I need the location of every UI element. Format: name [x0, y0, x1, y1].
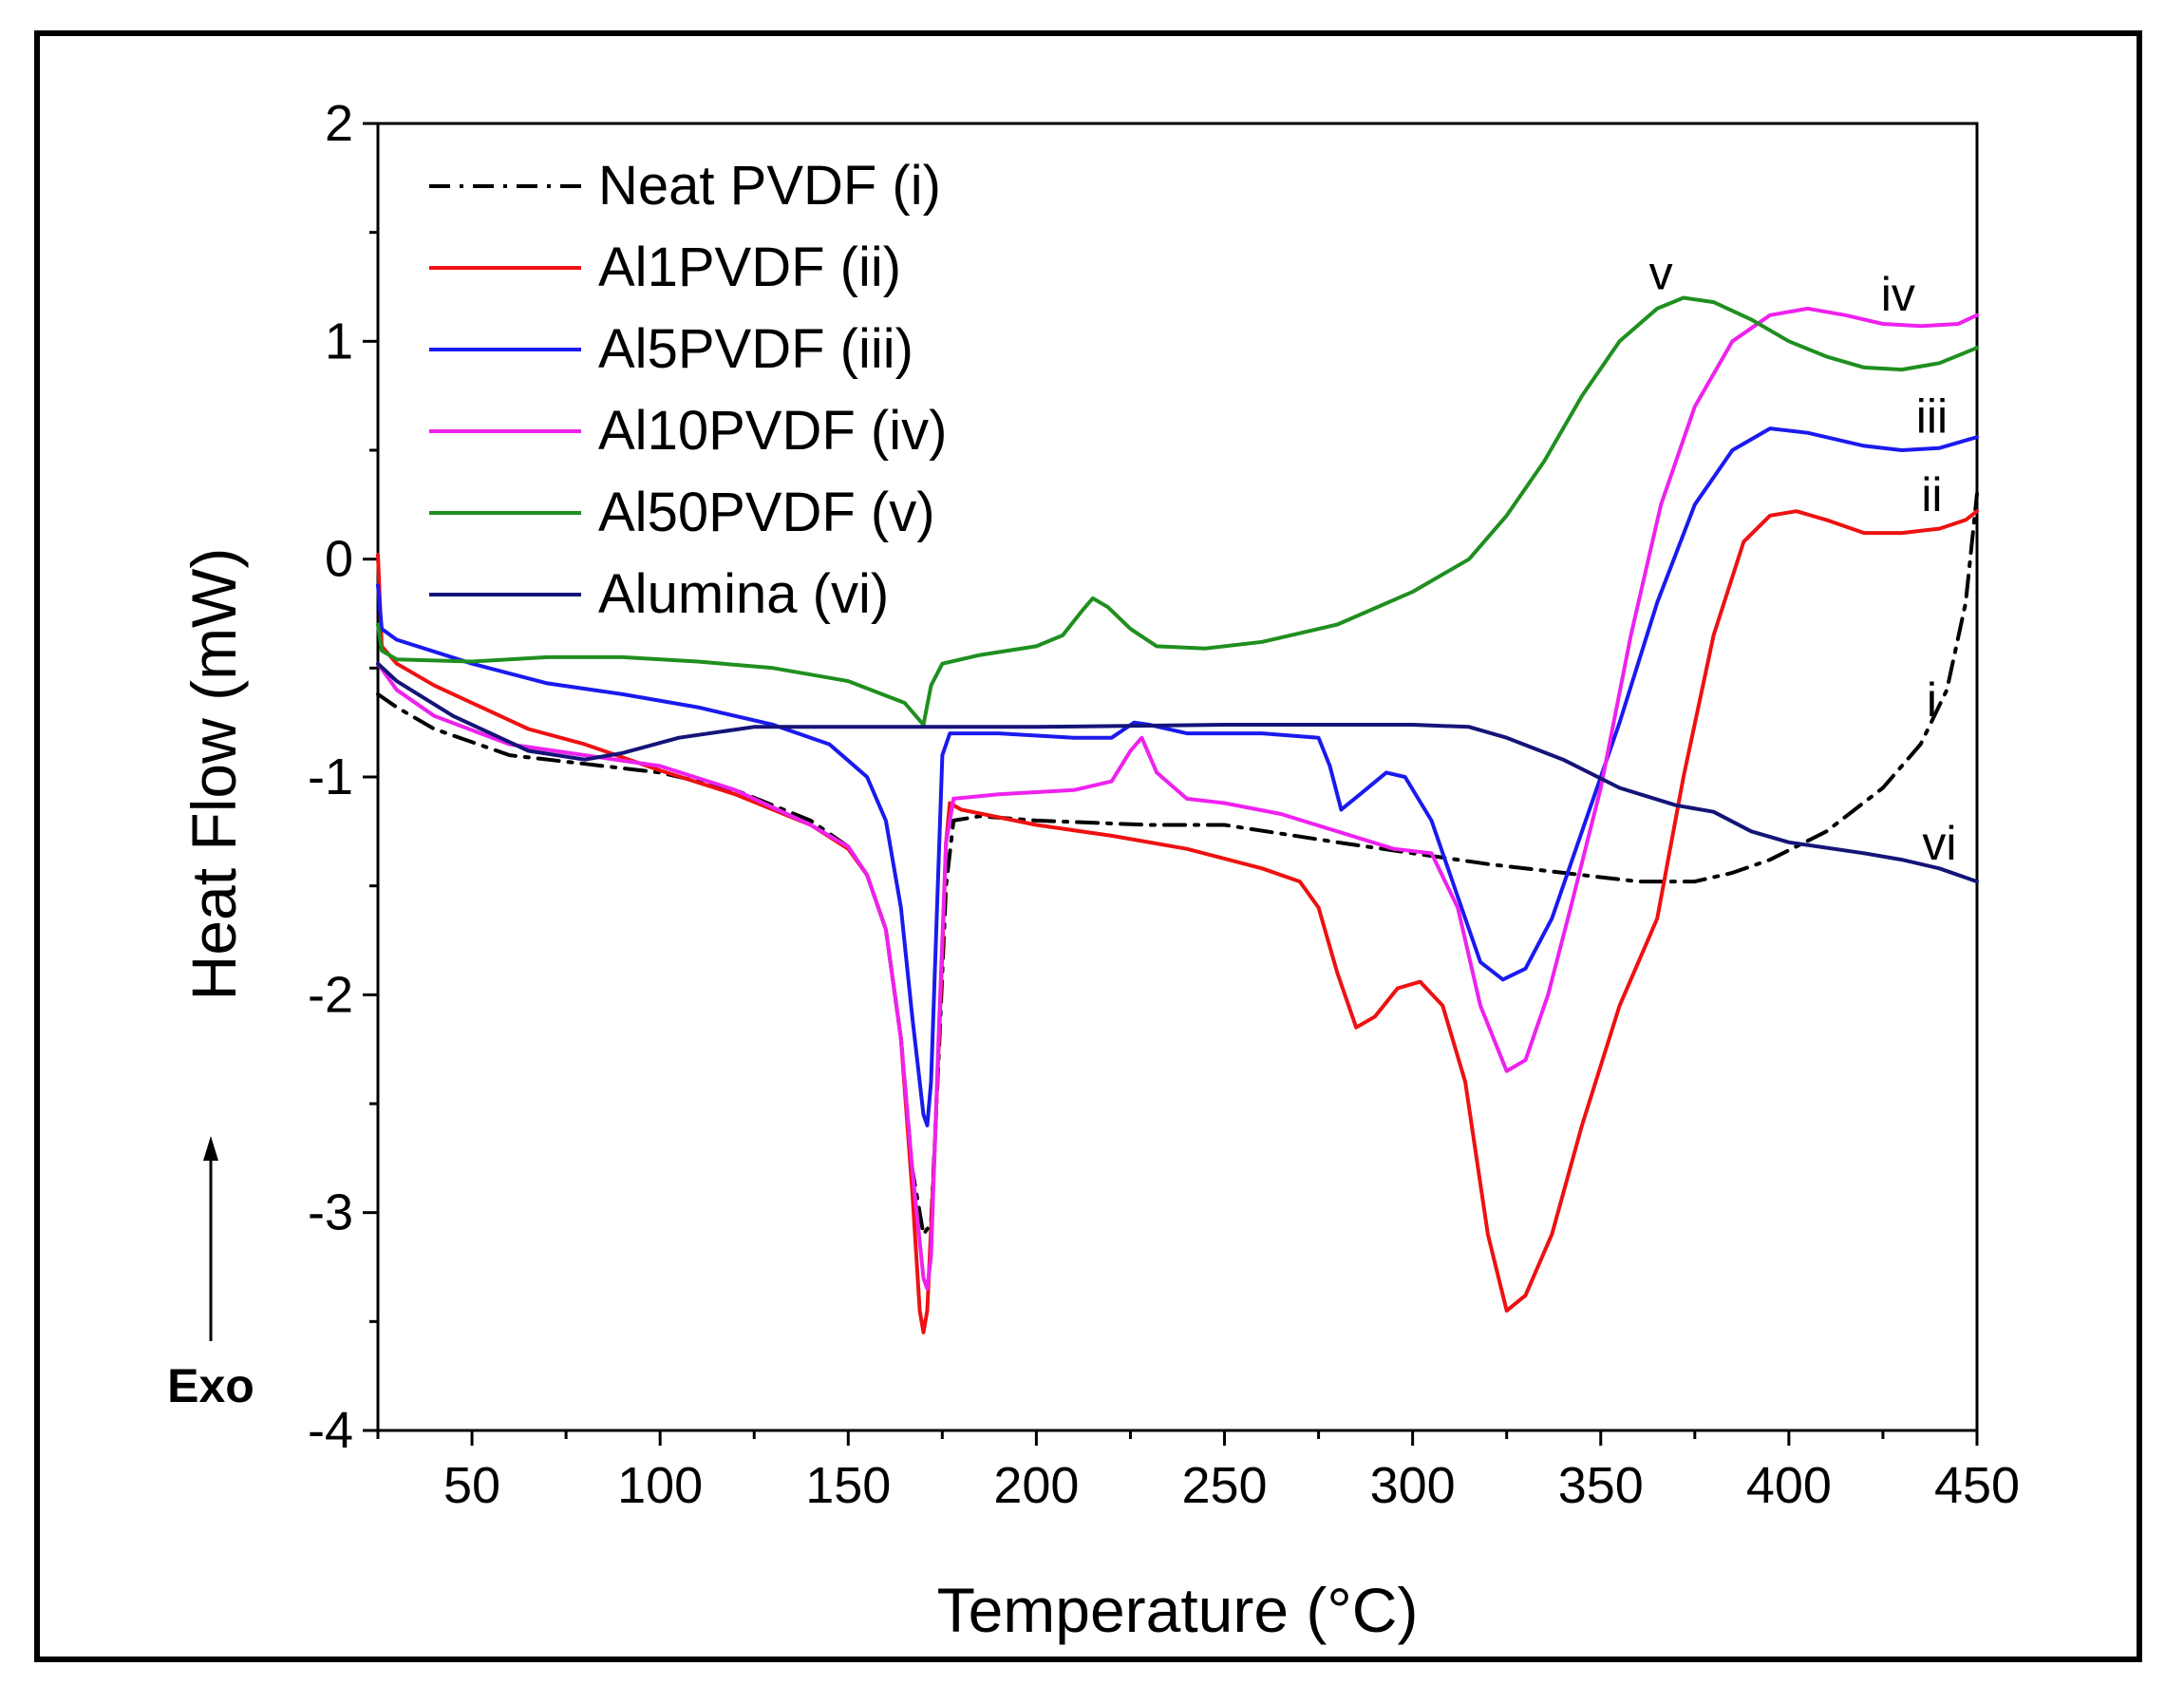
- legend-entry-label: Alumina (vi): [598, 563, 889, 625]
- series-line-3: [376, 426, 1979, 1127]
- x-tick-label: 300: [1370, 1457, 1456, 1514]
- series-end-label: iii: [1916, 390, 1948, 444]
- legend-entry-label: Neat PVDF (i): [598, 155, 941, 217]
- x-tick-label: 200: [993, 1457, 1079, 1514]
- series-layer: [376, 295, 1979, 1335]
- legend-entry-label: Al5PVDF (iii): [598, 318, 913, 380]
- series-end-label: vi: [1922, 817, 1956, 870]
- series-line-6: [376, 661, 1979, 884]
- series-end-label: ii: [1921, 468, 1942, 521]
- y-tick-label: -3: [308, 1184, 353, 1241]
- y-tick-label: 0: [325, 531, 353, 588]
- series-end-label: v: [1649, 246, 1673, 299]
- x-axis-label: Temperature (°C): [937, 1575, 1419, 1645]
- x-tick-label: 50: [443, 1457, 500, 1514]
- legend-entry-label: Al10PVDF (iv): [598, 400, 947, 462]
- y-tick-label: 2: [325, 95, 353, 152]
- series-end-label: iv: [1881, 268, 1915, 321]
- y-tick-label: -2: [308, 966, 353, 1023]
- exo-arrowhead-icon: [203, 1136, 218, 1161]
- series-line-4: [376, 306, 1979, 1291]
- y-tick-label: -4: [308, 1402, 353, 1459]
- y-tick-label: 1: [325, 312, 353, 369]
- exo-label: Exo: [167, 1359, 254, 1412]
- series-line-2: [376, 509, 1979, 1335]
- chart-frame: [34, 30, 2142, 1662]
- legend-entry-label: Al50PVDF (v): [598, 482, 935, 543]
- exo-indicator: Exo: [167, 1136, 254, 1412]
- y-axis-ticks: -4 -3 -2 -1 0 1 2: [308, 95, 378, 1459]
- legend: Neat PVDF (i) Al1PVDF (ii) Al5PVDF (iii) Al…: [429, 155, 947, 625]
- x-axis-ticks: 50 100 150 200 250 300 350 400 450: [376, 1430, 2020, 1514]
- x-tick-label: 400: [1746, 1457, 1832, 1514]
- y-tick-label: -1: [308, 748, 353, 805]
- x-tick-label: 100: [617, 1457, 703, 1514]
- x-tick-label: 350: [1558, 1457, 1644, 1514]
- x-tick-label: 450: [1934, 1457, 2020, 1514]
- legend-entry-label: Al1PVDF (ii): [598, 237, 901, 298]
- y-axis-label: Heat Flow (mW): [179, 548, 249, 1001]
- series-line-5: [376, 295, 1979, 727]
- series-end-label: i: [1927, 673, 1937, 727]
- x-tick-label: 250: [1181, 1457, 1267, 1514]
- x-tick-label: 150: [805, 1457, 891, 1514]
